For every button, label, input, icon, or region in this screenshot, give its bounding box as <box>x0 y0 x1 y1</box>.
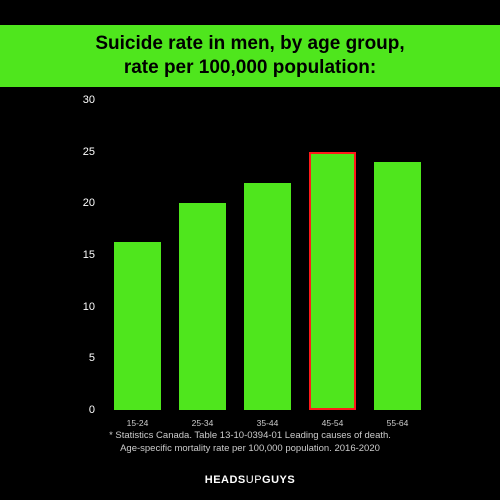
title-band: Suicide rate in men, by age group, rate … <box>0 25 500 87</box>
bar-slot <box>105 100 170 410</box>
y-tick: 5 <box>65 352 95 364</box>
footnote-line1: * Statistics Canada. Table 13-10-0394-01… <box>109 430 391 441</box>
x-label: 25-34 <box>192 418 214 428</box>
bar <box>179 203 226 410</box>
x-label: 55-64 <box>387 418 409 428</box>
y-tick: 25 <box>65 146 95 158</box>
x-label: 15-24 <box>127 418 149 428</box>
title-line2: rate per 100,000 population: <box>124 57 376 78</box>
title-text: Suicide rate in men, by age group, rate … <box>95 32 404 80</box>
x-label: 45-54 <box>322 418 344 428</box>
bar <box>244 183 291 410</box>
brand-logo: HEADSUPGUYS <box>0 474 500 486</box>
bar <box>114 242 161 410</box>
bar <box>309 152 356 410</box>
logo-part2: GUYS <box>262 474 295 486</box>
y-tick: 10 <box>65 301 95 313</box>
title-line1: Suicide rate in men, by age group, <box>95 33 404 54</box>
y-tick: 20 <box>65 197 95 209</box>
bar <box>374 162 421 410</box>
bar-slot <box>235 100 300 410</box>
infographic-container: Suicide rate in men, by age group, rate … <box>0 0 500 500</box>
y-tick: 30 <box>65 94 95 106</box>
footnote: * Statistics Canada. Table 13-10-0394-01… <box>0 430 500 456</box>
bar-chart: 05101520253015-2425-3435-4445-5455-64 <box>105 100 430 410</box>
y-tick: 15 <box>65 249 95 261</box>
logo-part1: HEADS <box>205 474 246 486</box>
x-label: 35-44 <box>257 418 279 428</box>
bar-slot <box>365 100 430 410</box>
bars-group <box>105 100 430 410</box>
bar-slot <box>170 100 235 410</box>
logo-mid: UP <box>246 474 262 486</box>
y-tick: 0 <box>65 404 95 416</box>
bar-slot <box>300 100 365 410</box>
footnote-line2: Age-specific mortality rate per 100,000 … <box>120 443 380 454</box>
